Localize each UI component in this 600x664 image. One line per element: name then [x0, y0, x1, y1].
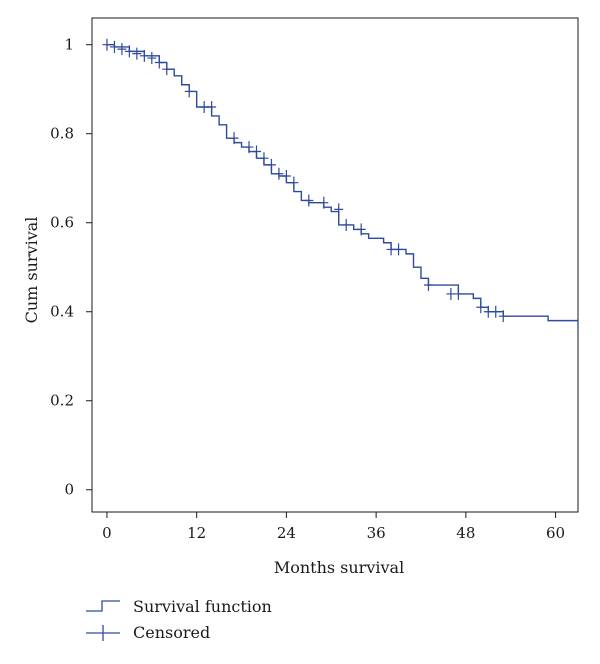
censored-mark [394, 243, 404, 256]
x-tick-label: 48 [456, 524, 475, 542]
censored-mark [341, 218, 351, 231]
censored-mark [132, 47, 142, 60]
x-tick-label: 12 [187, 524, 206, 542]
censored-mark [281, 169, 291, 182]
censored-mark [139, 49, 149, 62]
y-axis-title: Cum survival [22, 217, 41, 324]
plot-frame [91, 17, 579, 513]
legend-survival-label: Survival function [133, 597, 272, 616]
censored-mark [266, 158, 276, 171]
censored-mark [147, 52, 157, 65]
x-tick-label: 60 [546, 524, 565, 542]
censored-mark [244, 141, 254, 154]
legend-censored-label: Censored [133, 623, 210, 642]
censored-mark [229, 132, 239, 145]
censored-mark [289, 176, 299, 189]
censored-mark [334, 203, 344, 216]
x-axis-title: Months survival [274, 558, 404, 577]
censored-mark [259, 152, 269, 165]
legend-survival-swatch [86, 600, 120, 612]
censored-mark [117, 43, 127, 56]
censored-mark [124, 45, 134, 58]
x-tick-label: 24 [277, 524, 296, 542]
y-tick-label: 0.4 [50, 303, 74, 321]
survival-function-line [106, 44, 578, 330]
censored-mark [109, 40, 119, 53]
censored-mark [162, 63, 172, 76]
censored-mark [356, 223, 366, 236]
y-tick-label: 0.6 [50, 214, 74, 232]
legend: Survival function Censored [86, 597, 272, 642]
x-axis-ticks: 0 12 24 36 48 60 [102, 512, 565, 542]
y-axis-ticks: 0 0.2 0.4 0.6 0.8 1 [50, 36, 92, 499]
y-tick-label: 0.8 [50, 125, 74, 143]
y-tick-label: 0 [64, 481, 74, 499]
censored-mark [154, 56, 164, 69]
x-tick-label: 36 [367, 524, 386, 542]
x-tick-label: 0 [102, 524, 112, 542]
censored-mark [319, 196, 329, 209]
censored-mark [102, 38, 112, 51]
y-tick-label: 0.2 [50, 392, 74, 410]
censored-mark [491, 305, 501, 318]
censored-mark [274, 167, 284, 180]
censored-mark [304, 194, 314, 207]
y-tick-label: 1 [64, 36, 74, 54]
censored-mark [476, 301, 486, 314]
censored-mark [453, 287, 463, 300]
censored-mark [251, 145, 261, 158]
series-layer [102, 38, 578, 330]
censored-mark [184, 85, 194, 98]
legend-censored-swatch [86, 625, 120, 641]
censored-mark [498, 310, 508, 323]
censored-mark [207, 101, 217, 114]
censored-mark [423, 279, 433, 292]
